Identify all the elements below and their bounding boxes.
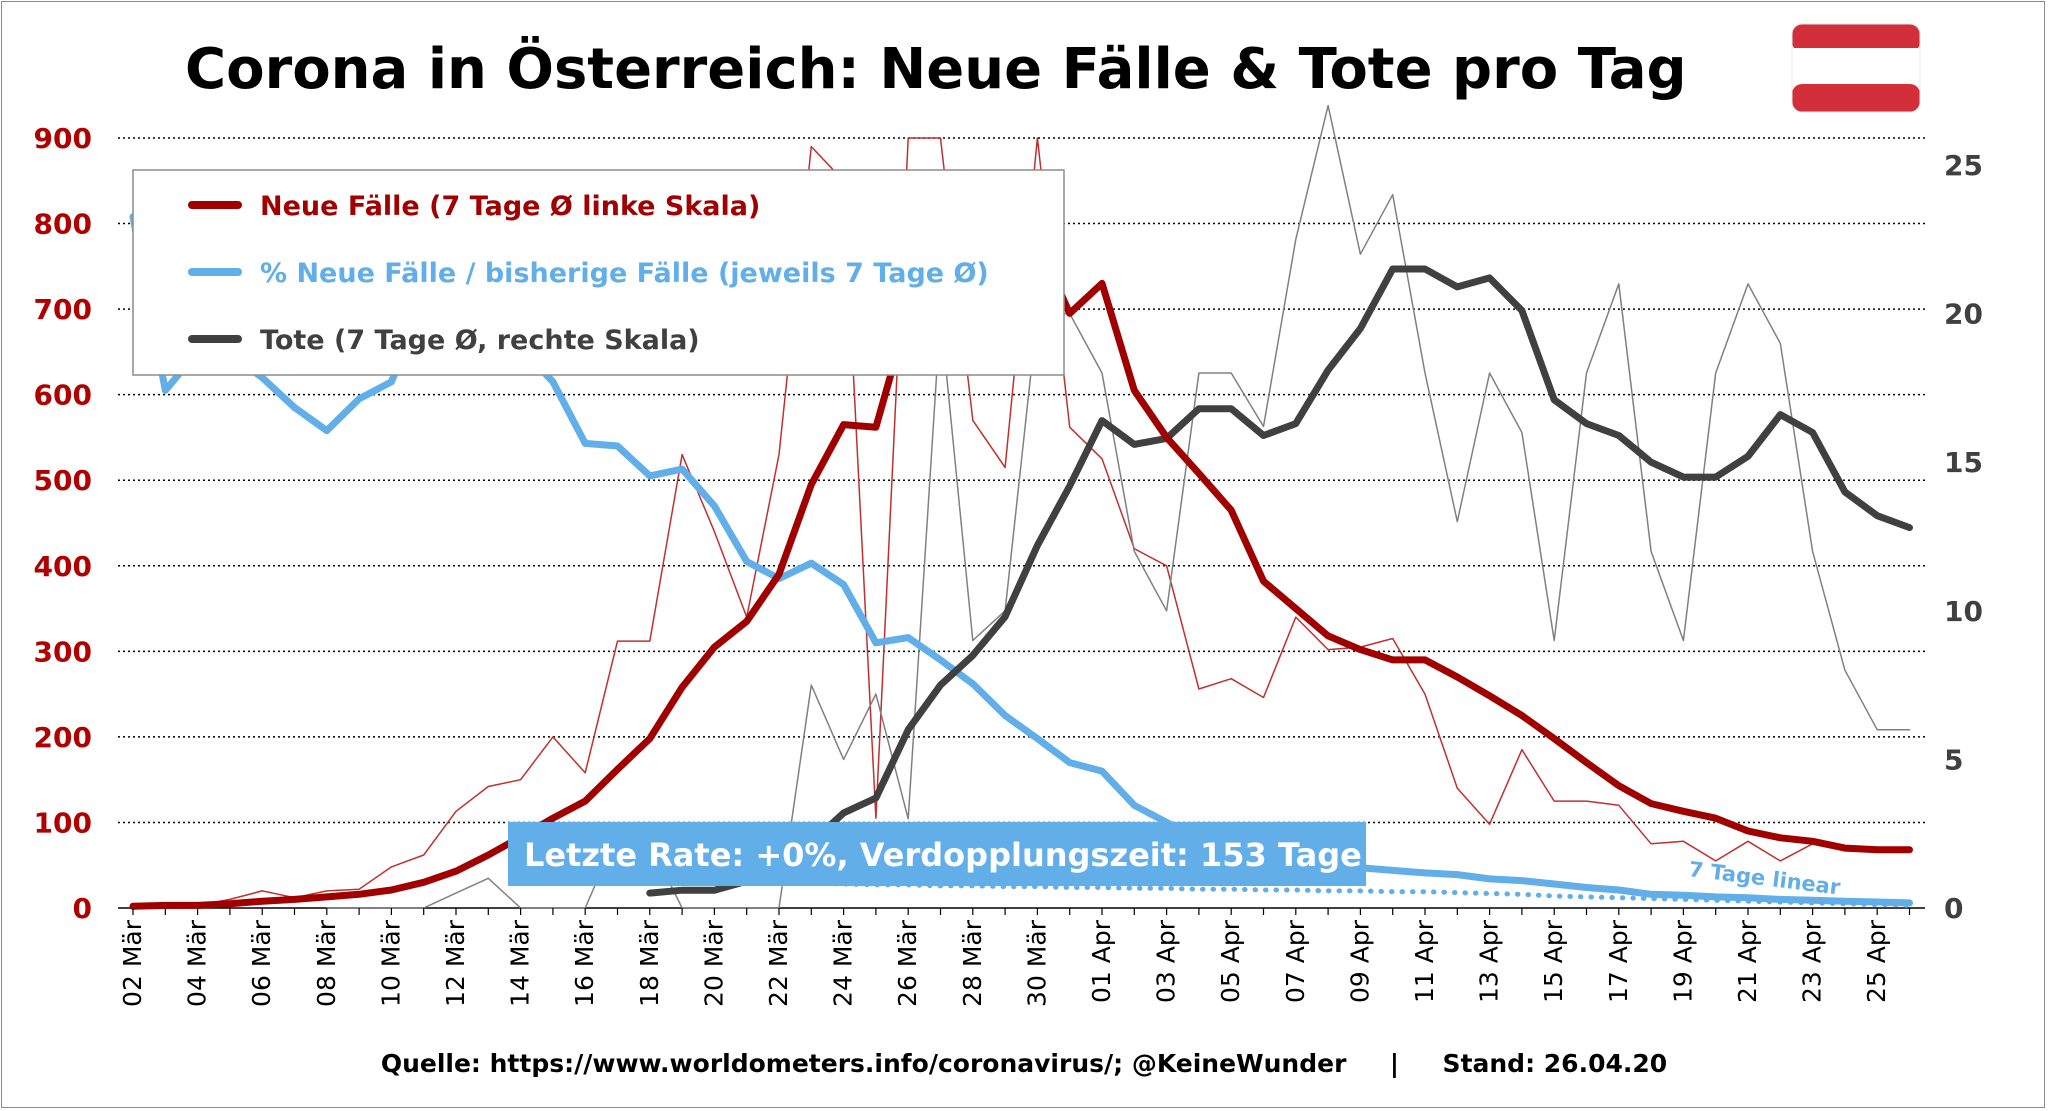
x-tick-label: 22 Mär xyxy=(764,919,793,1007)
y-left-tick-label: 0 xyxy=(73,892,92,925)
y-right-tick-label: 0 xyxy=(1944,892,1963,925)
x-tick-label: 23 Apr xyxy=(1798,919,1827,1003)
x-tick-label: 26 Mär xyxy=(893,919,922,1007)
y-left-tick-label: 500 xyxy=(34,464,92,497)
x-tick-label: 04 Mär xyxy=(183,919,212,1007)
y-left-tick-label: 200 xyxy=(34,721,92,754)
series-line-tote-t-glich xyxy=(326,104,1911,909)
y-left-tick-label: 400 xyxy=(34,550,92,583)
annotation-box: Letzte Rate: +0%, Verdopplungszeit: 153 … xyxy=(508,822,1366,886)
y-right-tick-label: 20 xyxy=(1944,298,1983,331)
austria-flag-icon xyxy=(1791,23,1921,113)
x-tick-label: 20 Mär xyxy=(699,919,728,1007)
x-tick-label: 24 Mär xyxy=(829,919,858,1007)
y-left-tick-label: 600 xyxy=(34,379,92,412)
x-tick-label: 19 Apr xyxy=(1668,919,1697,1003)
y-right-tick-label: 25 xyxy=(1944,149,1983,182)
chart-title: Corona in Österreich: Neue Fälle & Tote … xyxy=(185,37,1687,102)
x-tick-label: 30 Mär xyxy=(1022,919,1051,1007)
x-tick-label: 25 Apr xyxy=(1862,919,1891,1003)
x-tick-label: 13 Apr xyxy=(1475,919,1504,1003)
y-left-tick-label: 700 xyxy=(34,293,92,326)
x-tick-label: 12 Mär xyxy=(441,919,470,1007)
annotation-text: Letzte Rate: +0%, Verdopplungszeit: 153 … xyxy=(524,836,1362,874)
x-tick-label: 05 Apr xyxy=(1216,919,1245,1003)
source-line: Quelle: https://www.worldometers.info/co… xyxy=(381,1049,1667,1078)
legend-entry: Tote (7 Tage Ø, rechte Skala) xyxy=(260,325,700,356)
axis-ticks: 0 100 200 300 400 500 600 700 800 900 0 5 10 15 20 25 02… xyxy=(34,122,1983,1007)
x-tick-label: 02 Mär xyxy=(118,919,147,1007)
y-right-tick-label: 15 xyxy=(1944,446,1983,479)
x-tick-label: 28 Mär xyxy=(958,919,987,1007)
x-tick-label: 17 Apr xyxy=(1604,919,1633,1003)
x-tick-label: 08 Mär xyxy=(312,919,341,1007)
x-tick-label: 01 Apr xyxy=(1087,919,1116,1003)
y-left-tick-label: 900 xyxy=(34,122,92,155)
x-tick-label: 11 Apr xyxy=(1410,919,1439,1003)
y-left-tick-label: 800 xyxy=(34,208,92,241)
legend-entry: % Neue Fälle / bisherige Fälle (jeweils … xyxy=(260,258,989,289)
y-right-tick-label: 5 xyxy=(1944,743,1963,776)
x-tick-label: 09 Apr xyxy=(1345,919,1374,1003)
y-left-tick-label: 100 xyxy=(34,806,92,839)
x-tick-label: 10 Mär xyxy=(376,919,405,1007)
x-tick-label: 15 Apr xyxy=(1539,919,1568,1003)
y-right-tick-label: 10 xyxy=(1944,595,1983,628)
x-tick-label: 18 Mär xyxy=(635,919,664,1007)
x-tick-label: 03 Apr xyxy=(1152,919,1181,1003)
legend: Neue Fälle (7 Tage Ø linke Skala) % Neue … xyxy=(132,169,1065,376)
x-tick-label: 16 Mär xyxy=(570,919,599,1007)
x-tick-label: 14 Mär xyxy=(506,919,535,1007)
x-tick-label: 21 Apr xyxy=(1733,919,1762,1003)
x-tick-label: 07 Apr xyxy=(1281,919,1310,1003)
legend-entry: Neue Fälle (7 Tage Ø linke Skala) xyxy=(260,191,760,222)
y-left-tick-label: 300 xyxy=(34,635,92,668)
x-tick-label: 06 Mär xyxy=(247,919,276,1007)
series-line-tote-7-tage-rechte-skala xyxy=(646,265,1913,897)
